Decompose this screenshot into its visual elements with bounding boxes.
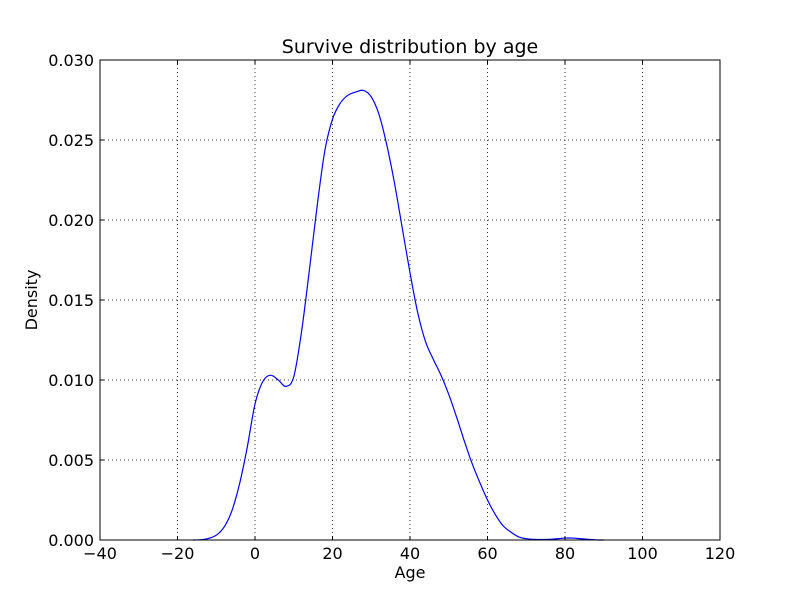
x-tick-label: −40 [83, 544, 117, 563]
y-tick-label: 0.010 [48, 371, 94, 390]
x-tick-label: 100 [627, 544, 658, 563]
x-tick-label: 80 [555, 544, 575, 563]
plot-lines [192, 89, 604, 541]
y-tick-label: 0.030 [48, 51, 94, 70]
x-axis-label: Age [395, 563, 426, 582]
chart-title: Survive distribution by age [282, 36, 538, 58]
x-tick-label: 120 [705, 544, 736, 563]
x-tick-label: 20 [322, 544, 342, 563]
density-line [192, 89, 604, 541]
y-tick-label: 0.000 [48, 531, 94, 550]
y-tick-label: 0.015 [48, 291, 94, 310]
y-tick-label: 0.005 [48, 451, 94, 470]
y-tick-label: 0.025 [48, 131, 94, 150]
axis-ticks: −40 −20 0 20 40 60 80 100 120 0.000 0.005 0.010 0.01… [48, 51, 735, 563]
y-tick-label: 0.020 [48, 211, 94, 230]
y-axis-label: Density [22, 270, 41, 331]
x-tick-label: 60 [477, 544, 497, 563]
x-tick-label: −20 [161, 544, 195, 563]
x-tick-label: 0 [250, 544, 260, 563]
x-tick-label: 40 [400, 544, 420, 563]
